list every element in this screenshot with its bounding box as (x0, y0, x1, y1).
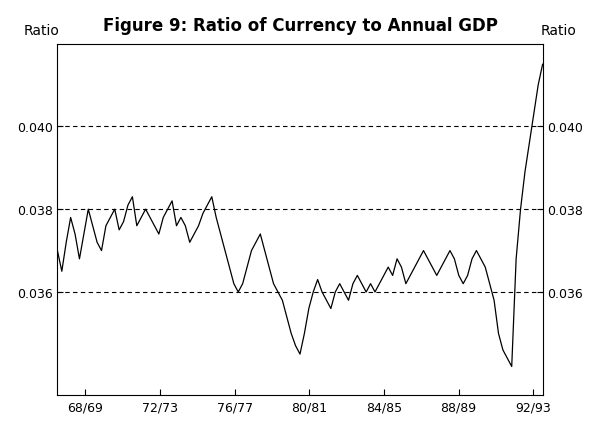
Text: Ratio: Ratio (541, 24, 577, 37)
Title: Figure 9: Ratio of Currency to Annual GDP: Figure 9: Ratio of Currency to Annual GD… (103, 17, 497, 34)
Text: Ratio: Ratio (23, 24, 59, 37)
